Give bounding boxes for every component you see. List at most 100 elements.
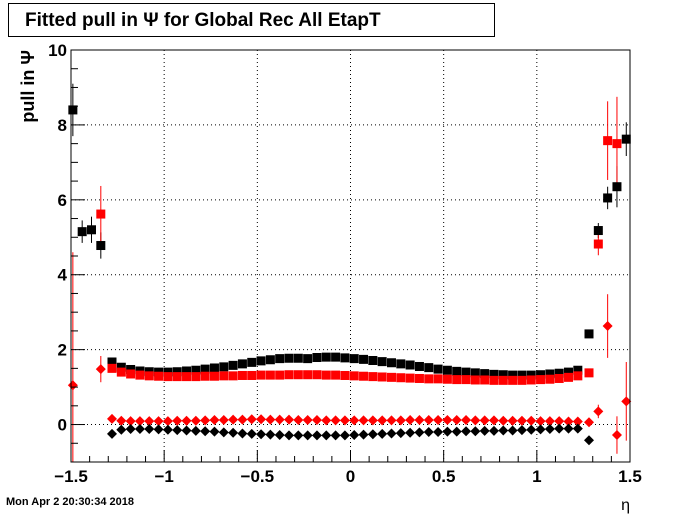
data-point-square — [275, 354, 285, 364]
data-point-square — [340, 370, 350, 380]
data-point-square — [219, 371, 229, 381]
data-point-diamond — [302, 415, 313, 426]
data-point-square — [293, 353, 303, 363]
data-point-square — [256, 370, 266, 380]
data-point-diamond — [526, 424, 537, 435]
data-point-diamond — [349, 415, 360, 426]
data-point-square — [265, 355, 275, 365]
data-point-square — [452, 375, 462, 385]
data-point-diamond — [349, 430, 360, 441]
data-point-square — [414, 361, 424, 371]
data-point-square — [584, 368, 594, 378]
x-tick-label: 1.5 — [618, 467, 642, 486]
data-point-square — [349, 354, 359, 364]
data-point-diamond — [423, 427, 434, 438]
data-point-square — [359, 371, 369, 381]
data-point-square — [573, 371, 583, 381]
data-point-diamond — [106, 428, 117, 439]
x-tick-label: −1 — [154, 467, 173, 486]
x-tick-label: 0.5 — [432, 467, 456, 486]
data-point-square — [452, 366, 462, 376]
data-point-square — [86, 225, 96, 235]
data-point-diamond — [498, 425, 509, 436]
data-point-diamond — [611, 430, 622, 441]
data-point-diamond — [116, 424, 127, 435]
data-point-diamond — [265, 414, 276, 425]
data-point-diamond — [218, 415, 229, 426]
data-point-square — [116, 362, 126, 372]
data-point-square — [424, 374, 434, 384]
data-point-diamond — [339, 430, 350, 441]
data-point-diamond — [246, 428, 257, 439]
data-point-diamond — [181, 425, 192, 436]
data-point-square — [433, 364, 443, 374]
x-tick-label: −0.5 — [241, 467, 275, 486]
data-point-diamond — [584, 417, 595, 428]
data-point-diamond — [339, 415, 350, 426]
data-point-square — [377, 372, 387, 382]
error-bars — [72, 83, 627, 462]
data-point-diamond — [554, 423, 565, 434]
data-point-square — [96, 241, 106, 251]
data-point-square — [321, 370, 331, 380]
data-point-square — [517, 370, 527, 380]
data-point-square — [312, 353, 322, 363]
data-point-diamond — [563, 423, 574, 434]
data-point-diamond — [246, 414, 257, 425]
data-point-diamond — [311, 415, 322, 426]
data-point-diamond — [516, 425, 527, 436]
y-tick-label: 10 — [48, 41, 67, 60]
data-point-diamond — [442, 426, 453, 437]
data-point-diamond — [535, 424, 546, 435]
y-tick-label: 6 — [58, 191, 67, 210]
data-point-diamond — [284, 430, 295, 441]
data-point-diamond — [423, 415, 434, 426]
data-point-diamond — [461, 426, 472, 437]
data-point-diamond — [563, 416, 574, 427]
data-markers — [67, 105, 632, 446]
data-point-square — [284, 353, 294, 363]
data-point-square — [293, 370, 303, 380]
data-point-diamond — [274, 430, 285, 441]
data-point-diamond — [237, 414, 248, 425]
data-point-square — [191, 365, 201, 375]
data-point-diamond — [228, 427, 239, 438]
data-point-diamond — [451, 426, 462, 437]
data-point-square — [154, 371, 164, 381]
data-point-diamond — [554, 416, 565, 427]
data-point-diamond — [488, 415, 499, 426]
data-point-square — [508, 375, 518, 385]
data-point-diamond — [507, 415, 518, 426]
data-point-square — [200, 371, 210, 381]
data-point-diamond — [461, 415, 472, 426]
data-point-square — [275, 370, 285, 380]
data-point-square — [526, 370, 536, 380]
data-point-diamond — [405, 415, 416, 426]
data-point-diamond — [414, 415, 425, 426]
y-tick-label: 4 — [58, 266, 68, 285]
data-point-diamond — [153, 424, 164, 435]
data-point-diamond — [228, 414, 239, 425]
data-point-diamond — [209, 415, 220, 426]
data-point-diamond — [358, 429, 369, 440]
data-point-diamond — [330, 430, 341, 441]
data-point-square — [433, 374, 443, 384]
data-point-diamond — [311, 430, 322, 441]
data-point-square — [377, 357, 387, 367]
data-point-square — [517, 375, 527, 385]
data-point-diamond — [125, 416, 136, 427]
data-point-diamond — [451, 415, 462, 426]
data-point-diamond — [218, 427, 229, 438]
data-point-square — [603, 193, 613, 203]
data-point-diamond — [172, 425, 183, 436]
y-tick-label: 0 — [58, 416, 67, 435]
data-point-diamond — [442, 415, 453, 426]
data-point-diamond — [488, 425, 499, 436]
data-point-square — [107, 363, 117, 373]
data-point-square — [321, 352, 331, 362]
data-point-diamond — [200, 415, 211, 426]
data-point-square — [126, 369, 136, 379]
data-point-square — [554, 368, 564, 378]
data-point-diamond — [433, 427, 444, 438]
